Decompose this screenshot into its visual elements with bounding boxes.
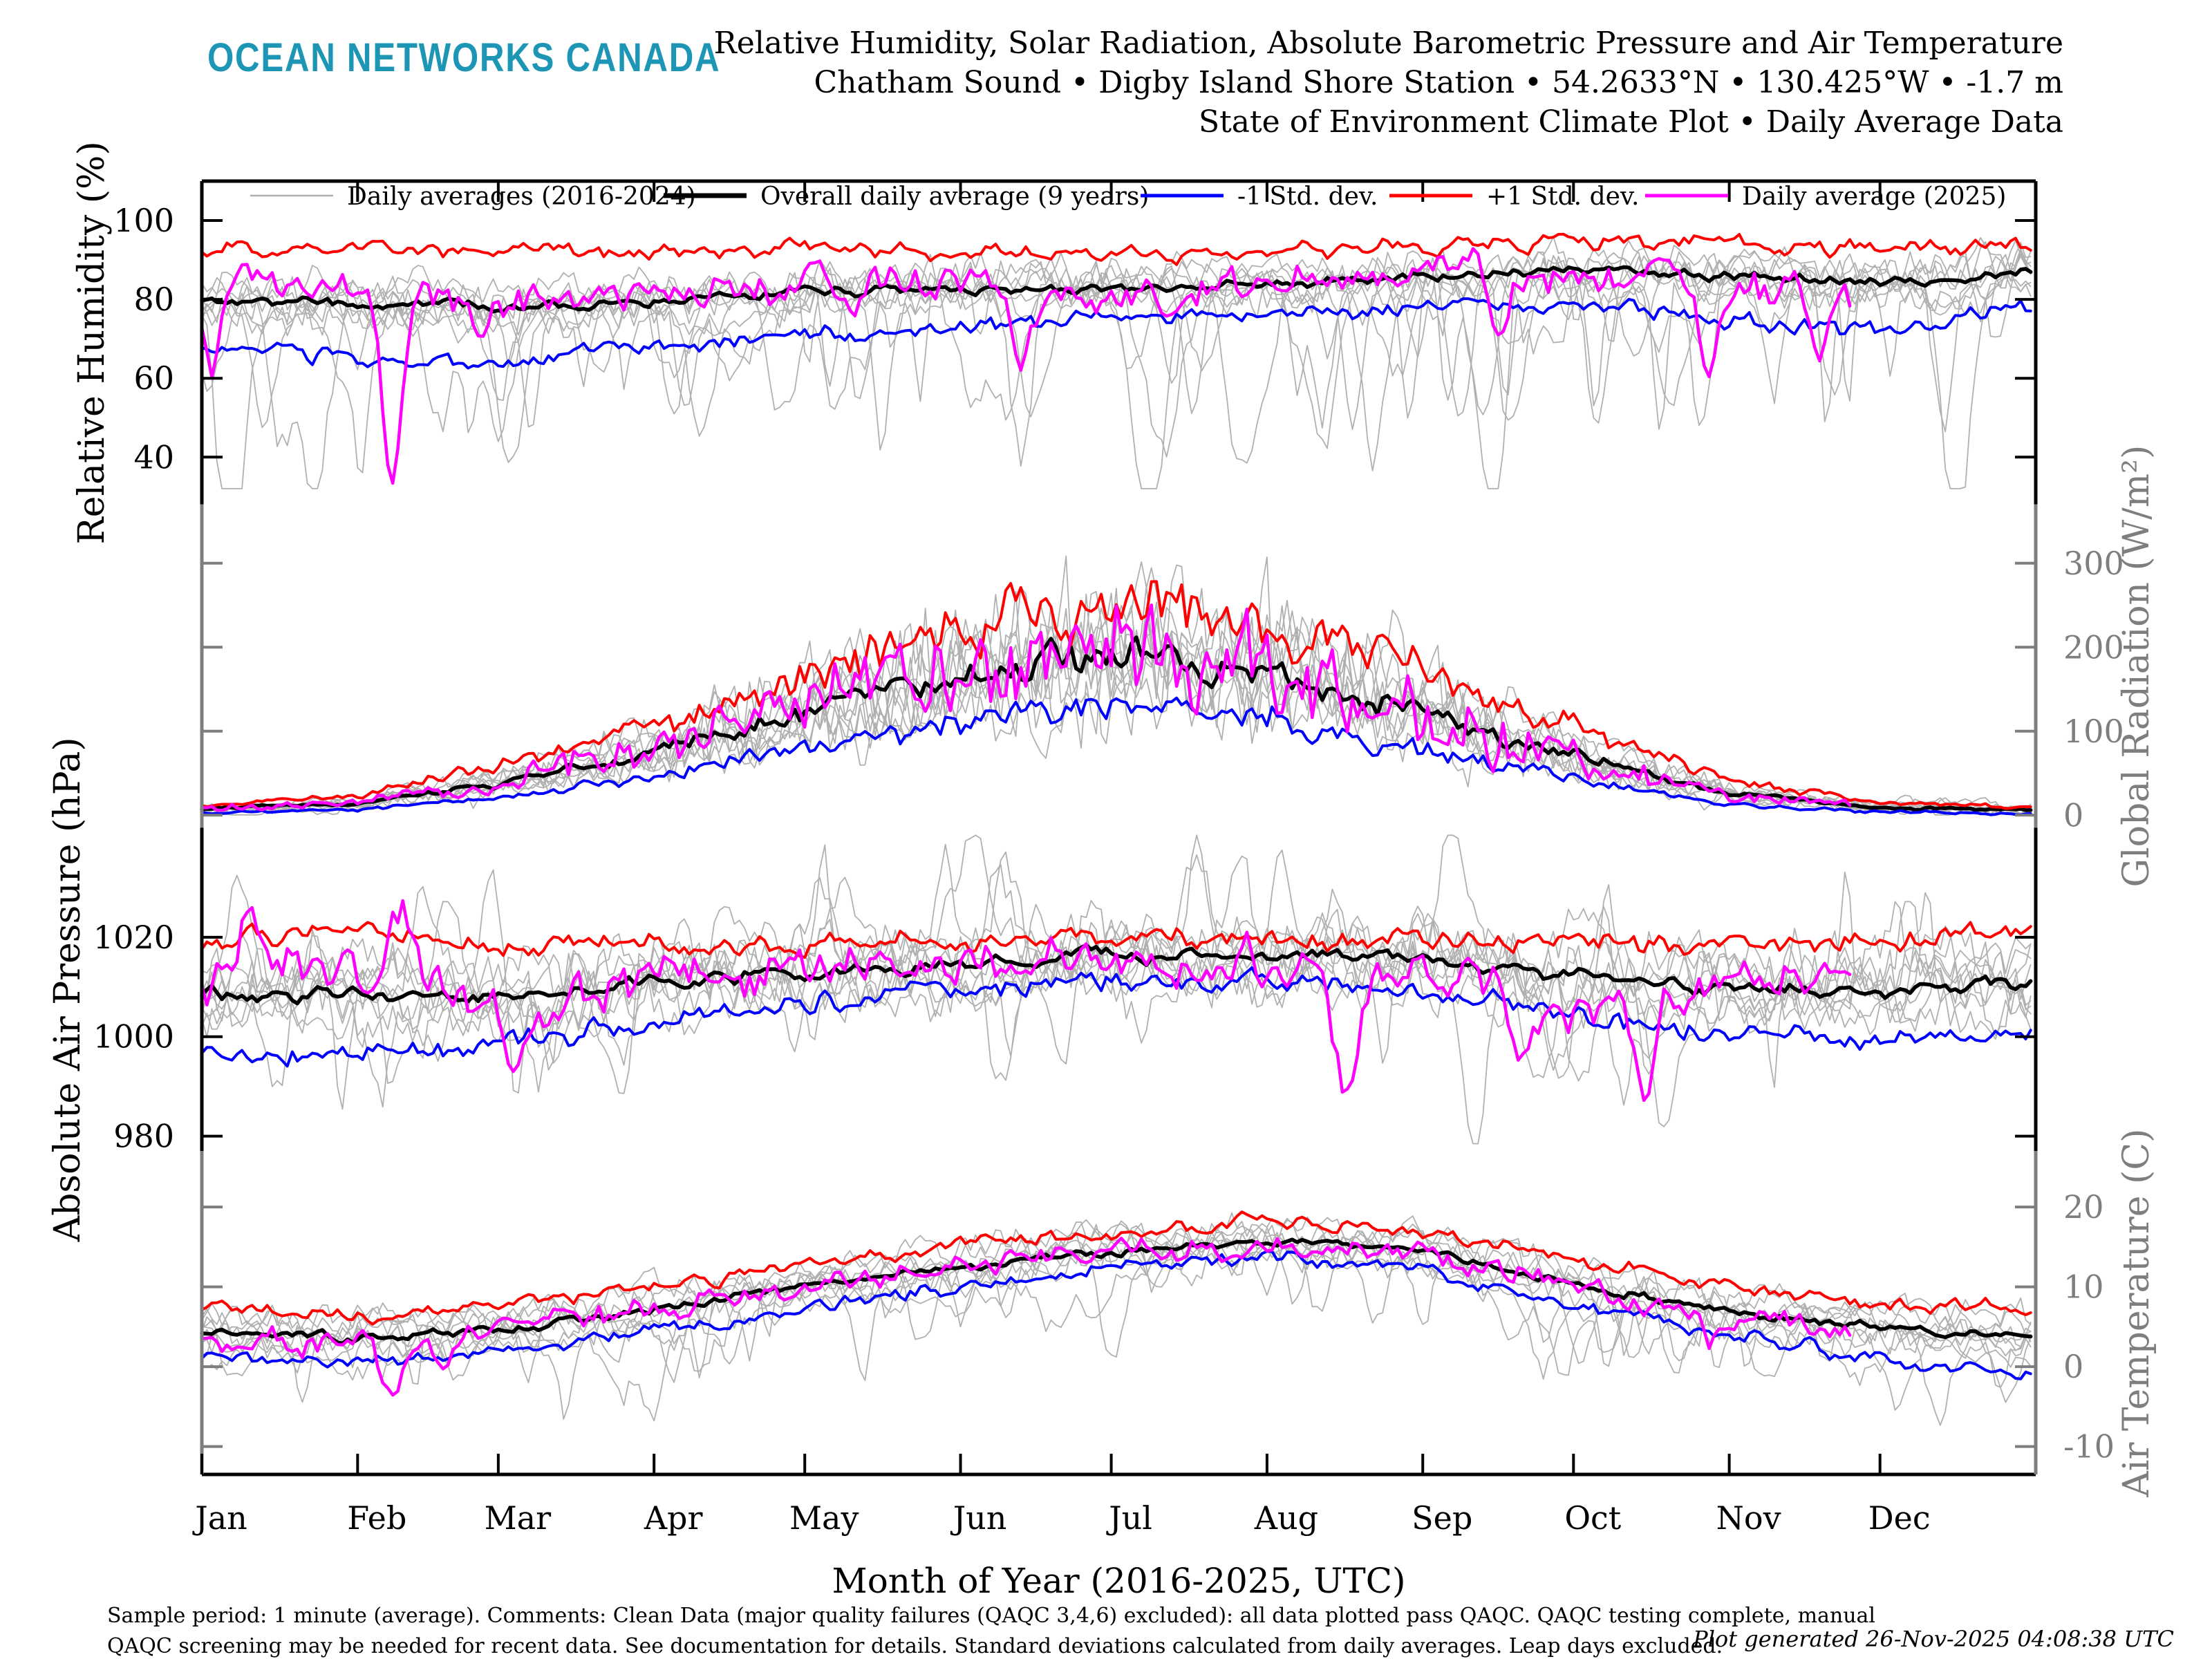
series-temp-overall-mean: [200, 1237, 2033, 1346]
series-pressure-2025: [200, 899, 1852, 1103]
ytick-label-rad-300: 300: [2063, 545, 2124, 582]
ytick-label-rh-100: 100: [113, 202, 174, 239]
ytick-label-pressure-980: 980: [113, 1118, 174, 1155]
xtick-label-Oct: Oct: [1564, 1499, 1621, 1537]
plot-title-line3: State of Environment Climate Plot • Dail…: [1198, 104, 2063, 140]
ytick-label-temp-10: 10: [2063, 1268, 2104, 1306]
xtick-label-Aug: Aug: [1254, 1499, 1318, 1537]
plot-title-line2: Chatham Sound • Digby Island Shore Stati…: [814, 65, 2063, 100]
xtick-label-Nov: Nov: [1716, 1499, 1781, 1537]
series-temp-minus-1sd: [200, 1250, 2032, 1380]
ytick-label-temp-20: 20: [2063, 1188, 2104, 1226]
series-pressure-plus-1sd: [200, 921, 2032, 959]
series-rh-plus-1sd: [200, 232, 2032, 266]
legend-label-3: -1 Std. dev.: [1237, 182, 1378, 211]
series-pressure-minus-1sd: [200, 966, 2032, 1068]
ytick-label-rad-0: 0: [2063, 796, 2083, 834]
series-temp-year-1: [201, 1234, 2032, 1388]
series-rh-year-7: [201, 240, 2032, 489]
onc-logo: OCEAN NETWORKS CANADA: [207, 35, 721, 80]
series-rh-2025: [200, 247, 1852, 485]
plot-title-block: Relative Humidity, Solar Radiation, Abso…: [714, 24, 2063, 142]
series-temp-year-0: [201, 1242, 2032, 1411]
axis-title-rad: Global Radiation (W/m²): [2116, 445, 2157, 888]
ytick-label-pressure-1020: 1020: [93, 919, 174, 956]
legend-label-5: Daily average (2025): [1742, 182, 2006, 211]
series-rad-year-7: [201, 587, 2032, 816]
series-rad-year-4: [201, 611, 2032, 815]
xtick-label-Feb: Feb: [347, 1499, 406, 1537]
footer-note-line1: Sample period: 1 minute (average). Comme…: [107, 1604, 1876, 1628]
plot-title-line1: Relative Humidity, Solar Radiation, Abso…: [713, 26, 2063, 61]
series-temp-year-3: [201, 1231, 2032, 1374]
series-pressure-year-5: [201, 834, 2032, 1071]
ytick-label-temp--10: -10: [2063, 1428, 2115, 1465]
series-temp-year-2: [201, 1232, 2032, 1422]
ytick-label-rh-80: 80: [133, 281, 174, 318]
series-rh-year-1: [201, 262, 2032, 489]
series-temp-year-7: [201, 1212, 2032, 1426]
series-pressure-year-8: [201, 834, 2032, 1087]
ytick-label-rad-100: 100: [2063, 713, 2124, 750]
x-axis-title: Month of Year (2016-2025, UTC): [832, 1561, 1406, 1601]
footer-notes: Sample period: 1 minute (average). Comme…: [107, 1601, 1875, 1659]
ytick-label-rh-60: 60: [133, 359, 174, 397]
series-rh-minus-1sd: [200, 297, 2032, 370]
xtick-label-May: May: [789, 1499, 859, 1537]
legend-label-4: +1 Std. dev.: [1486, 182, 1639, 211]
xtick-label-Jan: Jan: [192, 1499, 247, 1537]
xtick-label-Dec: Dec: [1868, 1499, 1931, 1537]
series-temp-plus-1sd: [200, 1210, 2032, 1326]
footer-note-line2: QAQC screening may be needed for recent …: [107, 1634, 1723, 1658]
ytick-label-pressure-1000: 1000: [93, 1018, 174, 1056]
series-rh-year-3: [201, 254, 2032, 437]
series-pressure-year-7: [201, 851, 2032, 1093]
axis-title-rh: Relative Humidity (%): [71, 141, 113, 544]
series-rh-year-5: [201, 250, 2032, 449]
xtick-label-Jun: Jun: [950, 1499, 1007, 1537]
xtick-label-Jul: Jul: [1106, 1499, 1152, 1537]
series-rad-minus-1sd: [200, 696, 2032, 816]
series-rad-2025: [200, 603, 1852, 812]
legend-label-2: Overall daily average (9 years): [760, 182, 1149, 211]
axis-title-pressure: Absolute Air Pressure (hPa): [47, 737, 88, 1242]
ytick-label-rad-200: 200: [2063, 628, 2124, 666]
xtick-label-Sep: Sep: [1412, 1499, 1472, 1537]
series-rad-year-1: [201, 590, 2032, 816]
ytick-label-rh-40: 40: [133, 438, 174, 476]
series-temp-2025: [200, 1237, 1852, 1397]
plot-generated-timestamp: Plot generated 26-Nov-2025 04:08:38 UTC: [1693, 1626, 2174, 1652]
xtick-label-Mar: Mar: [485, 1499, 552, 1537]
legend-label-1: Daily averages (2016-2024): [347, 182, 696, 211]
axis-title-temp: Air Temperature (C): [2116, 1129, 2157, 1498]
xtick-label-Apr: Apr: [644, 1499, 703, 1537]
ytick-label-temp-0: 0: [2063, 1348, 2083, 1385]
